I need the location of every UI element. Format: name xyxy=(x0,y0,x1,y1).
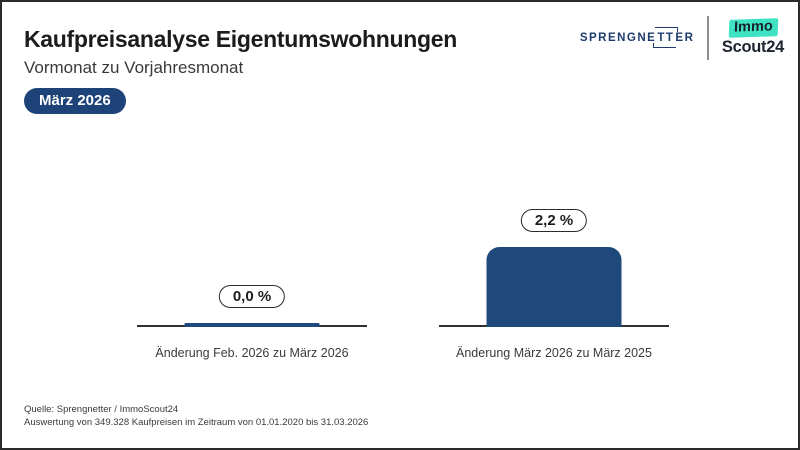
sprengnetter-logo-text-tt: TT xyxy=(657,32,675,44)
value-label-pill: 0,0 % xyxy=(218,285,286,308)
immoscout24-logo-immo: Immo xyxy=(728,18,778,39)
bar-year-over-year xyxy=(486,247,622,327)
sprengnetter-bracket-bottom-icon xyxy=(653,43,677,48)
sprengnetter-logo-tt: TT xyxy=(653,27,679,48)
page-subtitle: Vormonat zu Vorjahresmonat xyxy=(24,58,244,77)
sprengnetter-logo: SPRENGNE TT ER xyxy=(579,27,695,48)
bar-month-over-month xyxy=(184,323,320,327)
immoscout24-logo: Immo Scout24 xyxy=(721,18,784,57)
plot-area: 0,0 % xyxy=(137,182,367,327)
chart-group-year-over-year: 2,2 % Änderung März 2026 zu März 2025 xyxy=(439,182,669,360)
brand-logos: SPRENGNE TT ER Immo Scout24 xyxy=(580,14,784,62)
immoscout24-logo-scout24: Scout24 xyxy=(721,38,784,57)
sprengnetter-logo-text-post: ER xyxy=(675,32,695,44)
category-label: Änderung März 2026 zu März 2025 xyxy=(456,346,652,360)
evaluation-line: Auswertung von 349.328 Kaufpreisen im Ze… xyxy=(24,417,369,428)
plot-area: 2,2 % xyxy=(439,182,669,327)
footer-note: Quelle: Sprengnetter / ImmoScout24 Auswe… xyxy=(24,403,368,429)
month-badge: März 2026 xyxy=(24,88,126,114)
source-line: Quelle: Sprengnetter / ImmoScout24 xyxy=(24,404,179,415)
logo-divider xyxy=(707,16,709,60)
sprengnetter-logo-text-pre: SPRENGNE xyxy=(579,32,657,44)
category-label: Änderung Feb. 2026 zu März 2026 xyxy=(155,346,349,360)
sprengnetter-bracket-top-icon xyxy=(655,27,679,32)
value-label-pill: 2,2 % xyxy=(520,209,588,232)
page-title: Kaufpreisanalyse Eigentumswohnungen xyxy=(24,26,457,52)
chart-group-month-over-month: 0,0 % Änderung Feb. 2026 zu März 2026 xyxy=(137,182,367,360)
